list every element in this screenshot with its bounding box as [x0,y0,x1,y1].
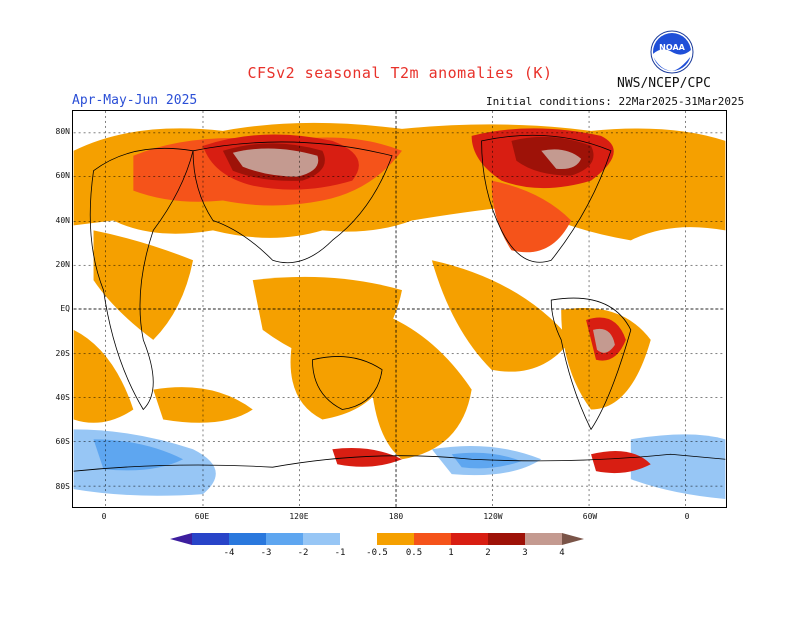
legend-swatch [488,533,525,545]
anomaly-region [593,328,615,353]
legend-swatch [266,533,303,545]
longitude-label: 180 [388,512,404,521]
anomaly-region [491,180,572,253]
anomaly-region [591,450,651,474]
chart-title: CFSv2 seasonal T2m anomalies (K) [247,64,553,82]
legend-label: 4 [559,548,565,558]
coastline [312,356,383,410]
legend-swatch [451,533,488,545]
legend-label: -4 [223,548,235,558]
anomaly-region [332,448,402,467]
coastline [481,134,612,263]
legend-swatch [340,533,377,545]
anomaly-region [451,452,522,469]
latitude-label: 40S [55,393,70,402]
anomaly-region [370,309,472,460]
latitude-label: 60N [55,171,70,180]
legend-swatch [377,533,414,545]
legend-label: 1 [448,548,454,558]
legend-swatch [229,533,266,545]
longitude-label: 60W [582,512,598,521]
latitude-label: 40N [55,216,70,225]
anomaly-region [431,260,572,372]
longitude-label: 0 [101,512,107,521]
latitude-label: 60S [55,437,70,446]
legend-swatch [414,533,451,545]
legend-label: -2 [297,548,309,558]
legend-label: -1 [334,548,346,558]
coastline [73,453,726,472]
legend-arrow-left [170,533,192,545]
initial-conditions: Initial conditions: 22Mar2025-31Mar2025 [486,95,745,108]
legend-label: -0.5 [366,548,388,558]
anomaly-map [72,110,727,508]
legend-swatch [525,533,562,545]
anomaly-region [630,434,726,500]
longitude-label: 0 [684,512,690,521]
agency-label: NWS/NCEP/CPC [617,76,711,91]
longitude-label: 120E [289,512,309,521]
legend-swatch [303,533,340,545]
color-legend [170,533,584,545]
anomaly-region [232,148,319,177]
anomaly-region [93,230,194,340]
legend-swatch [192,533,229,545]
logo-text: NOAA [659,43,685,52]
legend-arrow-right [562,533,584,545]
latitude-label: EQ [60,304,70,313]
legend-label: 2 [485,548,491,558]
anomaly-region [93,439,184,471]
noaa-logo-icon: NOAA [650,30,694,74]
coastline [550,297,632,431]
forecast-period: Apr-May-Jun 2025 [72,93,198,108]
latitude-label: 20N [55,260,70,269]
anomaly-region [73,329,134,423]
legend-label: 3 [522,548,528,558]
coastline [192,141,393,264]
anomaly-region [290,337,393,420]
legend-label: -3 [260,548,272,558]
latitude-label: 80S [55,482,70,491]
latitude-label: 80N [55,127,70,136]
longitude-label: 60E [194,512,210,521]
anomaly-region [541,149,582,169]
latitude-label: 20S [55,349,70,358]
legend-label: 0.5 [405,548,423,558]
longitude-label: 120W [483,512,503,521]
